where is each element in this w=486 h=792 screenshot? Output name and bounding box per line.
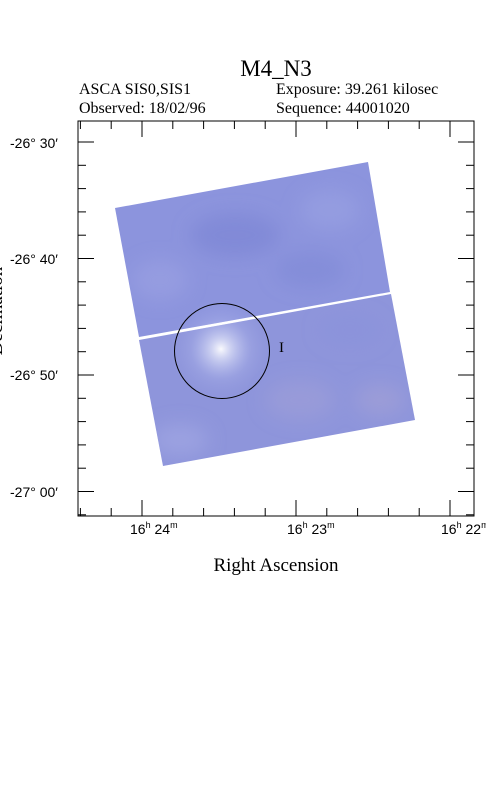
source-marker: I bbox=[279, 340, 284, 356]
source-region-circle bbox=[174, 303, 270, 399]
observed-date: Observed: 18/02/96 bbox=[79, 100, 206, 117]
x-axis-label: Right Ascension bbox=[213, 555, 339, 576]
dec-tick-label: -26° 50′ bbox=[10, 367, 58, 383]
image-title: M4_N3 bbox=[240, 56, 312, 81]
dec-tick-label: -26° 40′ bbox=[10, 251, 58, 267]
xray-source-glow bbox=[166, 294, 276, 404]
y-axis-label: Declination bbox=[0, 266, 7, 356]
svg-text:16h 22m: 16h 22m bbox=[441, 520, 486, 537]
field-mottling bbox=[132, 190, 405, 456]
axis-ticks bbox=[78, 121, 474, 516]
ra-tick-label: 16h 22m bbox=[441, 520, 486, 537]
ra-tick-label: 16h 23m bbox=[287, 520, 335, 537]
ra-tick-label: 16h 24m bbox=[130, 520, 178, 537]
dec-tick-label: -27° 00′ bbox=[10, 484, 58, 500]
svg-text:16h 23m: 16h 23m bbox=[287, 520, 335, 537]
sequence-label: Sequence: 44001020 bbox=[276, 100, 410, 117]
plot-frame bbox=[77, 120, 475, 517]
exposure-label: Exposure: 39.261 kilosec bbox=[276, 81, 439, 98]
dec-tick-label: -26° 30′ bbox=[10, 135, 58, 151]
svg-text:16h 24m: 16h 24m bbox=[130, 520, 178, 537]
detector-field bbox=[115, 162, 415, 466]
instrument-label: ASCA SIS0,SIS1 bbox=[79, 81, 192, 98]
